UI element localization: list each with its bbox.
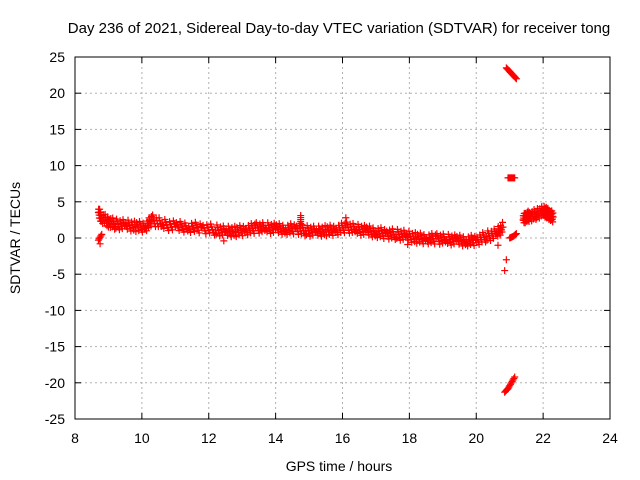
data-point-fill bbox=[532, 215, 540, 223]
y-tick-label: 25 bbox=[49, 49, 65, 65]
y-tick-label: 20 bbox=[49, 85, 65, 101]
x-tick-label: 24 bbox=[602, 430, 618, 446]
x-tick-label: 14 bbox=[268, 430, 284, 446]
data-point-fill bbox=[297, 218, 305, 226]
y-tick-label: -15 bbox=[45, 339, 65, 355]
data-point-fill bbox=[168, 226, 176, 234]
data-points bbox=[94, 64, 557, 396]
data-point-fill bbox=[510, 374, 518, 382]
x-tick-label: 18 bbox=[402, 430, 418, 446]
data-point-fill bbox=[499, 218, 507, 226]
data-point bbox=[502, 256, 510, 264]
y-tick-label: -25 bbox=[45, 411, 65, 427]
data-point-fill bbox=[180, 228, 188, 236]
x-tick-label: 12 bbox=[201, 430, 217, 446]
data-point bbox=[501, 267, 509, 275]
data-point-fill bbox=[399, 235, 407, 243]
x-tick-label: 20 bbox=[468, 430, 484, 446]
data-point-fill bbox=[509, 376, 517, 384]
plot-frame bbox=[74, 56, 611, 420]
data-point-fill bbox=[512, 230, 520, 238]
data-point-fill bbox=[175, 227, 183, 235]
y-tick-label: -10 bbox=[45, 302, 65, 318]
data-point-fill bbox=[329, 231, 337, 239]
data-point-fill bbox=[96, 233, 104, 241]
data-point-fill bbox=[470, 242, 478, 250]
data-point-fill bbox=[489, 234, 497, 242]
y-axis-label: SDTVAR / TECUs bbox=[7, 182, 23, 294]
chart-title: Day 236 of 2021, Sidereal Day-to-day VTE… bbox=[68, 20, 610, 37]
data-point-fill bbox=[511, 231, 519, 239]
data-point-fill bbox=[498, 228, 506, 236]
y-tick-label: 10 bbox=[49, 158, 65, 174]
data-point-fill bbox=[506, 382, 514, 390]
data-point bbox=[104, 223, 112, 231]
tick-labels: 8 10 12 14 16 18 20 22 24 -25 -20 -15 -10 -5 0 5 10 15 20 2… bbox=[45, 49, 618, 446]
data-point bbox=[342, 214, 350, 222]
x-axis-label: GPS time / hours bbox=[286, 458, 393, 474]
x-tick-label: 8 bbox=[71, 430, 79, 446]
y-tick-label: 5 bbox=[57, 194, 65, 210]
y-tick-label: -20 bbox=[45, 375, 65, 391]
data-point-fill bbox=[360, 230, 368, 238]
data-point-fill bbox=[97, 232, 105, 240]
data-point-fill bbox=[549, 209, 557, 217]
x-tick-label: 22 bbox=[535, 430, 551, 446]
grid bbox=[75, 57, 610, 419]
data-point-fill bbox=[190, 227, 198, 235]
x-tick-label: 16 bbox=[335, 430, 351, 446]
data-point-fill bbox=[510, 232, 518, 240]
x-tick-label: 10 bbox=[134, 430, 150, 446]
data-point-fill bbox=[239, 232, 247, 240]
data-point-fill bbox=[195, 229, 203, 237]
data-point bbox=[494, 241, 502, 249]
data-point-fill bbox=[391, 236, 399, 244]
data-point bbox=[96, 240, 104, 248]
data-point-fill bbox=[510, 174, 518, 182]
data-point-fill bbox=[138, 228, 146, 236]
data-point-fill bbox=[549, 218, 557, 226]
data-point-fill bbox=[210, 231, 218, 239]
y-tick-label: 0 bbox=[57, 230, 65, 246]
y-tick-label: -5 bbox=[53, 266, 66, 282]
data-point-fill bbox=[187, 228, 195, 236]
data-point bbox=[404, 241, 412, 249]
data-point-fill bbox=[512, 74, 520, 82]
y-tick-label: 15 bbox=[49, 121, 65, 137]
data-point-fill bbox=[511, 73, 519, 81]
data-point bbox=[220, 237, 228, 245]
